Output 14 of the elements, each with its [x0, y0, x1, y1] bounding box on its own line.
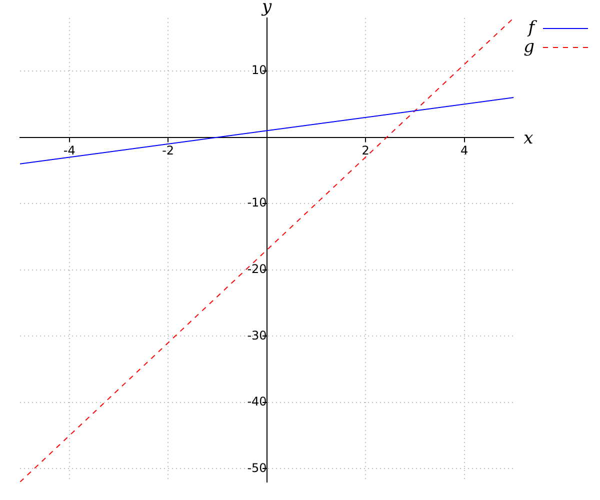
y-axis-title: y — [261, 0, 272, 17]
y-tick-label: -20 — [247, 262, 267, 276]
x-tick-label: 2 — [362, 144, 370, 158]
y-tick-label: 10 — [252, 63, 267, 78]
x-tick-label: -4 — [63, 144, 76, 158]
x-tick-label: 4 — [460, 144, 468, 158]
y-tick-label: -30 — [247, 328, 267, 342]
y-tick-label: -40 — [247, 394, 267, 409]
legend-label: f — [526, 18, 538, 38]
y-tick-label: -10 — [247, 196, 267, 210]
y-tick-label: -50 — [247, 460, 267, 475]
x-tick-label: -2 — [162, 144, 174, 158]
legend-label: g — [524, 36, 535, 57]
x-axis-title: x — [524, 128, 534, 149]
